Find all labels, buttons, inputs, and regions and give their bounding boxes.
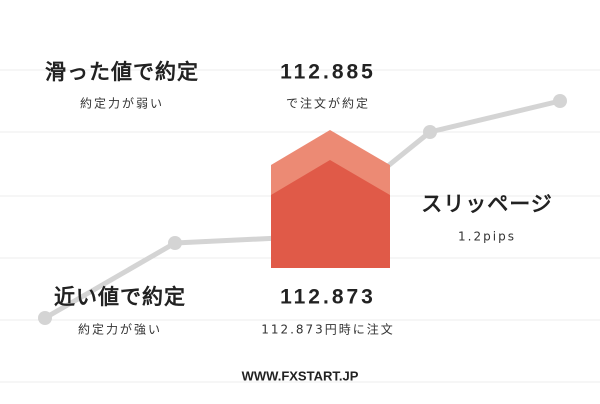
footer-url: WWW.FXSTART.JP (242, 368, 359, 383)
title: 近い値で約定 (54, 285, 186, 309)
note: で注文が約定 (286, 96, 370, 111)
subtitle: 約定力が弱い (80, 96, 164, 111)
note: 112.873円時に注文 (261, 322, 395, 337)
note: 1.2pips (458, 230, 516, 244)
title: 滑った値で約定 (45, 60, 199, 84)
price: 112.873 (280, 286, 376, 309)
price: 112.885 (280, 61, 376, 84)
subtitle: 約定力が強い (78, 322, 162, 337)
title: スリッページ (421, 192, 553, 216)
slippage-shape (271, 130, 390, 268)
